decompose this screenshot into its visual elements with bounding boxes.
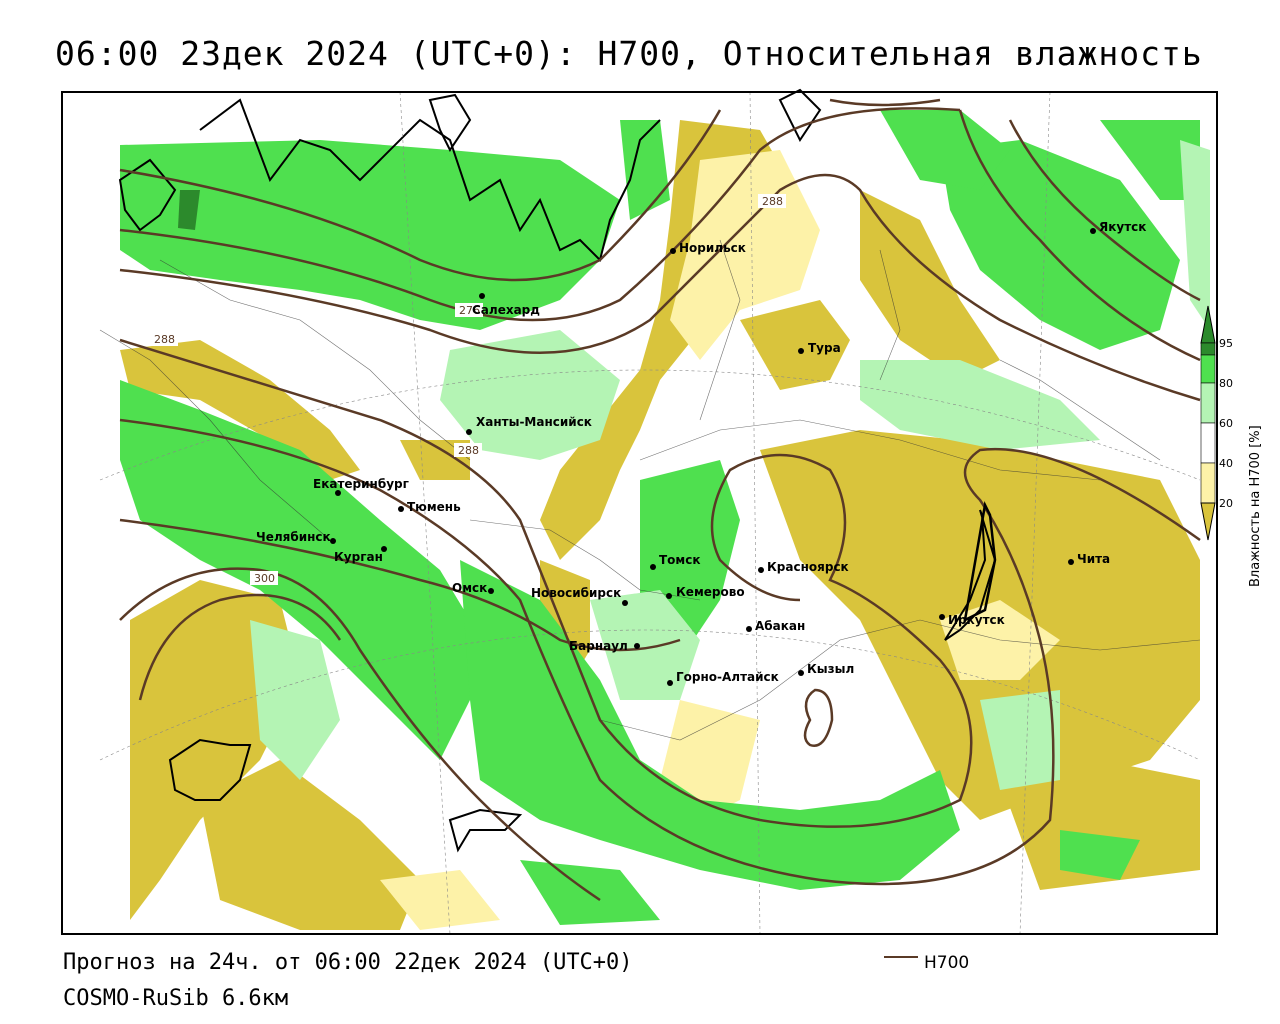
humidity-field (120, 110, 1210, 930)
svg-text:Тюмень: Тюмень (407, 500, 461, 514)
city-kyzyl: Кызыл (798, 662, 854, 676)
h700-contours (119, 98, 1201, 902)
svg-text:Новосибирск: Новосибирск (531, 586, 621, 600)
coastlines (118, 88, 997, 853)
cities: Якутск Норильск Салехард Тура Ханты-Манс… (256, 220, 1146, 686)
colorbar-bottom-triangle (1200, 502, 1216, 541)
grid-lines (99, 91, 1201, 935)
svg-text:Томск: Томск (659, 553, 701, 567)
legend-line-h700 (884, 956, 918, 958)
colorbar-60 (1200, 382, 1216, 424)
city-kemerovo: Кемерово (666, 585, 745, 599)
legend-label-h700: H700 (924, 953, 970, 973)
city-irkutsk: Иркутск (939, 613, 1005, 627)
colorbar-95 (1200, 342, 1216, 356)
city-gorno-altaysk: Горно-Алтайск (667, 670, 779, 686)
svg-text:Иркутск: Иркутск (948, 613, 1005, 627)
colorbar-title: Влажность на H700 [%] (1248, 425, 1263, 587)
city-khanty-mansiysk: Ханты-Мансийск (466, 415, 592, 435)
svg-text:Челябинск: Челябинск (256, 530, 331, 544)
city-salekhard: Салехард (472, 293, 540, 317)
svg-text:Тура: Тура (808, 341, 841, 355)
svg-text:Салехард: Салехард (472, 303, 540, 317)
svg-text:Курган: Курган (334, 550, 383, 564)
city-tyumen: Тюмень (398, 500, 461, 514)
admin-borders (99, 239, 1201, 741)
svg-text:Омск: Омск (452, 581, 487, 595)
svg-text:40: 40 (1219, 457, 1233, 470)
svg-text:Красноярск: Красноярск (767, 560, 849, 574)
map-frame (61, 91, 1218, 935)
colorbar-40 (1200, 422, 1216, 464)
svg-text:Якутск: Якутск (1099, 220, 1146, 234)
svg-text:Кызыл: Кызыл (807, 662, 854, 676)
city-chita: Чита (1068, 552, 1110, 566)
svg-text:Барнаул: Барнаул (569, 639, 628, 653)
city-tura: Тура (798, 341, 841, 355)
svg-text:20: 20 (1219, 497, 1233, 510)
svg-text:80: 80 (1219, 377, 1233, 390)
city-omsk: Омск (452, 581, 494, 595)
svg-text:Кемерово: Кемерово (676, 585, 745, 599)
city-kurgan: Курган (334, 546, 387, 564)
city-norilsk: Норильск (670, 241, 746, 255)
svg-text:Чита: Чита (1077, 552, 1110, 566)
city-tomsk: Томск (650, 553, 701, 570)
irkutsk-contour (963, 501, 997, 623)
city-abakan: Абакан (746, 619, 805, 633)
colorbar: 95 80 60 40 20 Влажность на H700 [%] (1200, 305, 1263, 587)
city-yakutsk: Якутск (1090, 220, 1146, 234)
colorbar-20 (1200, 462, 1216, 504)
city-barnaul: Барнаул (569, 639, 640, 653)
svg-text:Екатеринбург: Екатеринбург (313, 477, 409, 491)
svg-text:95: 95 (1219, 337, 1233, 350)
model-name: COSMO-RuSib 6.6км (63, 986, 289, 1011)
svg-text:Ханты-Мансийск: Ханты-Мансийск (476, 415, 592, 429)
city-novosibirsk: Новосибирск (531, 586, 628, 606)
colorbar-80 (1200, 354, 1216, 384)
svg-text:60: 60 (1219, 417, 1233, 430)
svg-text:Горно-Алтайск: Горно-Алтайск (676, 670, 779, 684)
contour-label: 288 (762, 195, 783, 208)
svg-text:Норильск: Норильск (679, 241, 746, 255)
contour-label: 300 (254, 572, 275, 585)
contour-label: 288 (458, 444, 479, 457)
city-yekaterinburg: Екатеринбург (313, 477, 409, 496)
forecast-info: Прогноз на 24ч. от 06:00 22дек 2024 (UTC… (63, 950, 633, 975)
svg-text:Абакан: Абакан (755, 619, 805, 633)
map-title: 06:00 23дек 2024 (UTC+0): H700, Относите… (55, 34, 1203, 73)
contour-labels: 288 288 288 276 300 (150, 194, 786, 585)
contour-label: 276 (459, 304, 480, 317)
contour-label: 288 (154, 333, 175, 346)
city-krasnoyarsk: Красноярск (758, 560, 849, 574)
city-chelyabinsk: Челябинск (256, 530, 336, 544)
